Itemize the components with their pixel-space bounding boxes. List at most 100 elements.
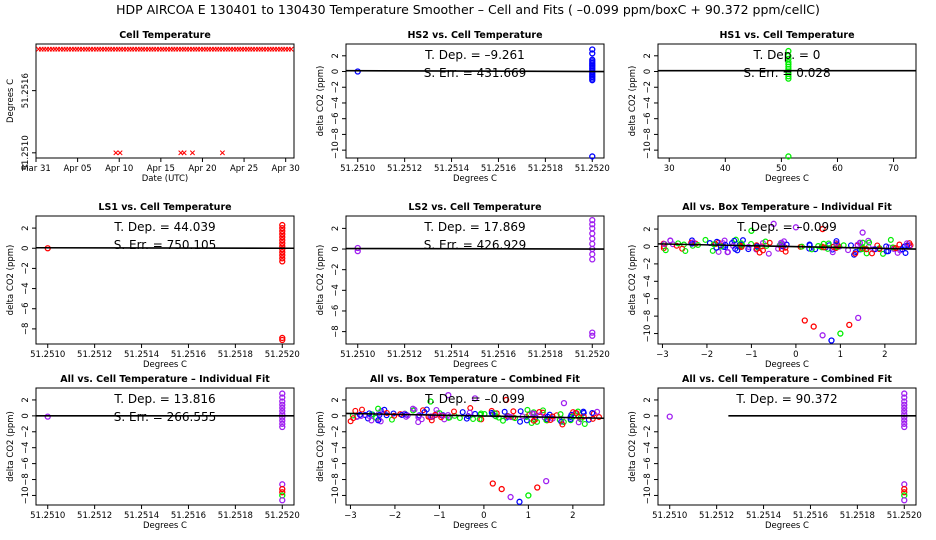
data-point: [279, 489, 286, 496]
data-point: [785, 153, 792, 160]
data-point: [279, 336, 286, 344]
data-point: [557, 411, 564, 418]
data-point: [445, 392, 452, 399]
data-point: [589, 230, 596, 237]
x-tick-label: 51.2514: [124, 511, 159, 521]
data-point: [766, 239, 773, 246]
figure-title: HDP AIRCOA E 130401 to 130430 Temperatur…: [116, 2, 820, 17]
y-tick-label: −2: [331, 263, 341, 276]
data-point: [589, 332, 596, 339]
x-tick-label: 51.2518: [218, 511, 253, 521]
data-point: [709, 247, 716, 254]
x-axis-label: Date (UTC): [142, 174, 189, 184]
x-tick-label: 51.2516: [481, 350, 516, 360]
data-point: [859, 239, 866, 246]
data-point: [428, 417, 435, 424]
data-point: [589, 77, 596, 84]
y-tick-label: −10: [643, 486, 653, 504]
y-tick-label: −6: [643, 112, 653, 125]
y-axis-label: delta CO2 (ppm): [6, 411, 16, 482]
fit-slope-label: T. Dep. = 44.039: [113, 220, 215, 234]
y-tick-label: −8: [331, 325, 341, 338]
y-tick-label: 2: [643, 53, 653, 58]
panel-title: HS2 vs. Cell Temperature: [407, 30, 542, 41]
data-point: [901, 489, 908, 496]
x-tick-label: 51.2514: [434, 164, 469, 174]
data-point: [589, 50, 596, 57]
data-point: [904, 242, 911, 249]
data-point: [523, 417, 530, 424]
x-tick-label: 2: [570, 511, 575, 521]
x-tick-label: 51.2518: [840, 511, 875, 521]
data-point: [732, 245, 739, 252]
data-point: [901, 407, 908, 415]
y-tick-label: −2: [331, 426, 341, 439]
data-point: [375, 417, 382, 424]
data-point: [801, 317, 808, 324]
y-tick-label: 51.2516: [21, 73, 31, 108]
data-point: [507, 493, 514, 501]
panel-title: All vs. Box Temperature – Individual Fit: [682, 202, 892, 213]
x-tick-label: 51.2510: [340, 350, 375, 360]
fit-line: [657, 243, 917, 250]
y-axis-label: delta CO2 (ppm): [628, 245, 638, 316]
y-tick-label: 0: [331, 246, 341, 251]
data-point: [489, 480, 496, 487]
data-point: [866, 239, 873, 246]
x-tick-label: 51.2520: [575, 164, 610, 174]
x-tick-label: −3: [344, 511, 357, 521]
data-point: [575, 419, 582, 426]
data-point: [819, 332, 826, 339]
y-tick-label: −4: [643, 441, 653, 454]
x-tick-label: Apr 30: [272, 164, 300, 174]
x-axis-label: Degrees C: [765, 360, 809, 370]
data-point: [347, 418, 354, 425]
y-tick-label: −8: [331, 473, 341, 486]
fit-slope-label: T. Dep. = –0.099: [424, 392, 525, 406]
panel-title: HS1 vs. Cell Temperature: [719, 30, 854, 41]
panel-p3: HS1 vs. Cell Temperature 30 40 50 60 70 2 0 −2 −4…: [628, 30, 917, 184]
fit-error-label: S. Err. = 431.669: [424, 66, 527, 80]
x-axis-label: Degrees C: [453, 174, 497, 184]
x-tick-label: 51.2520: [265, 511, 300, 521]
x-tick-label: 0: [481, 511, 486, 521]
data-point: [279, 246, 286, 253]
data-point: [502, 396, 510, 404]
data-point: [589, 240, 596, 248]
x-axis-label: Degrees C: [143, 521, 187, 531]
data-point: [570, 413, 577, 420]
x-tick-label: 51.2512: [699, 511, 734, 521]
data-point: [666, 413, 673, 420]
x-tick-label: Apr 20: [188, 164, 216, 174]
y-tick-label: −6: [331, 305, 341, 318]
x-tick-label: 51.2510: [340, 164, 375, 174]
data-point: [869, 250, 876, 257]
y-tick-label: 0: [21, 246, 31, 251]
data-point: [745, 243, 752, 250]
data-point: [872, 246, 879, 253]
data-point: [901, 401, 908, 408]
panel-p7: All vs. Cell Temperature – Individual Fi…: [6, 374, 300, 531]
data-point: [833, 238, 840, 245]
data-point: [778, 239, 785, 246]
x-tick-label: 51.2512: [387, 350, 422, 360]
data-point: [279, 390, 286, 397]
data-point: [288, 46, 294, 52]
fit-slope-label: T. Dep. = 90.372: [735, 392, 837, 406]
data-point: [589, 256, 596, 263]
data-point: [785, 52, 792, 59]
panel-p8: All vs. Box Temperature – Combined Fit −3…: [316, 374, 605, 531]
data-point: [279, 485, 286, 493]
data-point: [724, 249, 731, 256]
data-point: [279, 258, 286, 265]
data-point: [859, 229, 866, 236]
fit-error-label: S. Err. = 750.105: [114, 238, 217, 252]
x-tick-label: −1: [433, 511, 446, 521]
y-tick-label: 2: [331, 397, 341, 402]
data-point: [471, 395, 479, 402]
data-point: [846, 321, 853, 328]
y-axis-label: Degrees C: [6, 79, 16, 123]
x-tick-label: 70: [888, 164, 899, 174]
y-tick-label: −8: [21, 323, 31, 336]
y-tick-label: 2: [643, 226, 653, 231]
